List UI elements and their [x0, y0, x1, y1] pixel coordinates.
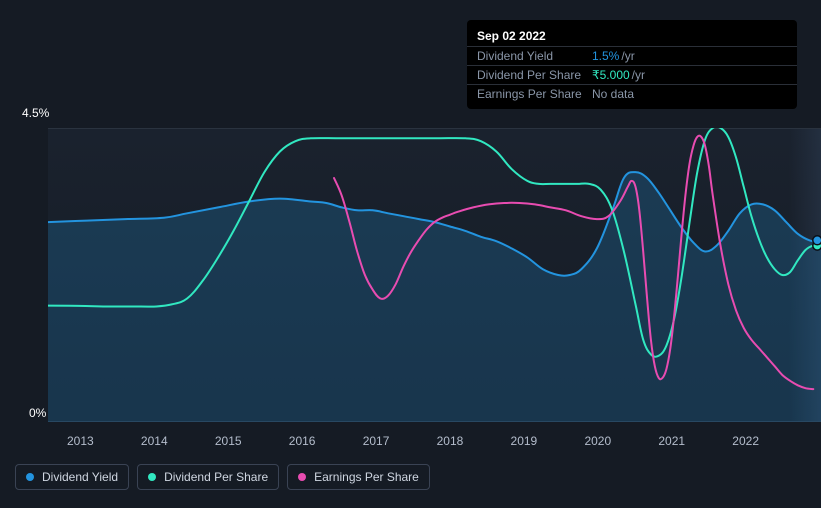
tooltip-row-suffix: /yr	[621, 49, 634, 63]
x-axis-tick: 2014	[141, 434, 168, 448]
x-axis-tick: 2016	[289, 434, 316, 448]
legend-item[interactable]: Dividend Per Share	[137, 464, 279, 490]
legend-item-label: Earnings Per Share	[314, 470, 419, 484]
x-axis-tick: 2019	[511, 434, 538, 448]
x-axis-tick: 2021	[658, 434, 685, 448]
tooltip-row: Dividend Yield1.5%/yr	[467, 46, 797, 65]
tooltip-row: Dividend Per Share₹5.000/yr	[467, 65, 797, 84]
tooltip-row-value: ₹5.000	[592, 68, 630, 82]
legend-dot	[26, 473, 34, 481]
tooltip-row: Earnings Per ShareNo data	[467, 84, 797, 103]
legend-item[interactable]: Earnings Per Share	[287, 464, 430, 490]
legend: Dividend Yield Dividend Per Share Earnings…	[15, 464, 430, 490]
tooltip-row-label: Earnings Per Share	[477, 87, 592, 101]
y-axis-min-label: 0%	[29, 406, 46, 420]
chart-svg	[48, 128, 821, 422]
x-axis-tick: 2022	[732, 434, 759, 448]
tooltip-row-value: 1.5%	[592, 49, 619, 63]
tooltip-row-value: No data	[592, 87, 634, 101]
x-axis-tick: 2015	[215, 434, 242, 448]
legend-dot	[298, 473, 306, 481]
y-axis-max-label: 4.5%	[22, 106, 49, 120]
x-axis-tick: 2018	[437, 434, 464, 448]
tooltip-date: Sep 02 2022	[467, 26, 797, 46]
legend-item-label: Dividend Per Share	[164, 470, 268, 484]
x-axis-tick: 2013	[67, 434, 94, 448]
legend-dot	[148, 473, 156, 481]
legend-item[interactable]: Dividend Yield	[15, 464, 129, 490]
tooltip-row-suffix: /yr	[632, 68, 645, 82]
plot-area[interactable]	[48, 128, 821, 422]
legend-item-label: Dividend Yield	[42, 470, 118, 484]
x-axis-tick: 2020	[584, 434, 611, 448]
tooltip-row-label: Dividend Yield	[477, 49, 592, 63]
tooltip-row-label: Dividend Per Share	[477, 68, 592, 82]
chart-tooltip: Sep 02 2022 Dividend Yield1.5%/yrDividen…	[467, 20, 797, 109]
x-axis-tick: 2017	[363, 434, 390, 448]
x-axis: 2013 2014 2015 2016 2017 2018 2019 2020 2021 2022	[15, 434, 807, 448]
